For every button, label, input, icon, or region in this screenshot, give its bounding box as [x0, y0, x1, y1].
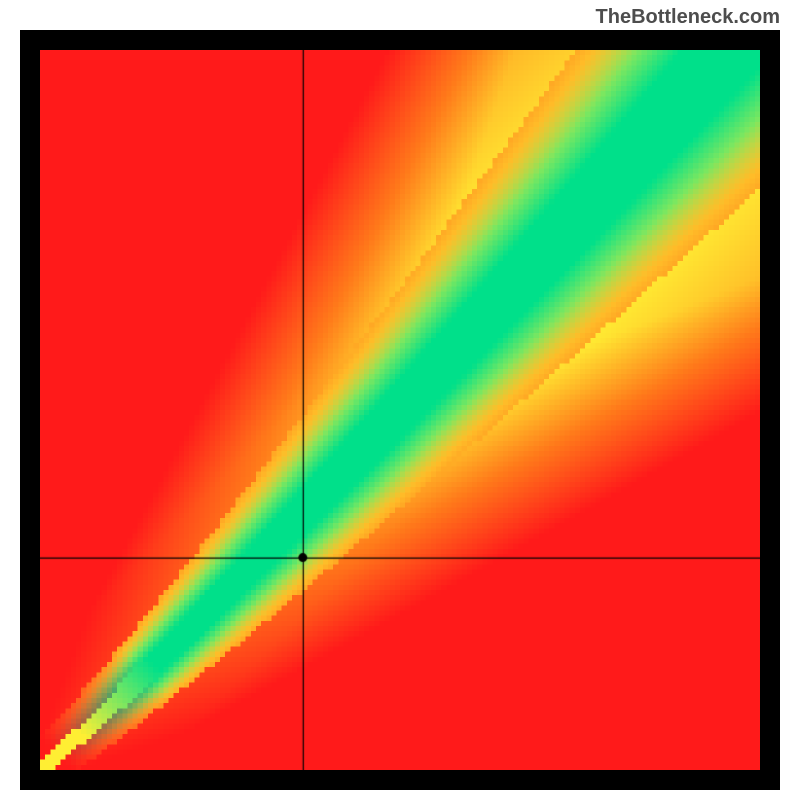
root-container: TheBottleneck.com — [0, 0, 800, 800]
crosshair-overlay-canvas — [40, 50, 760, 770]
watermark-text: TheBottleneck.com — [596, 6, 780, 29]
